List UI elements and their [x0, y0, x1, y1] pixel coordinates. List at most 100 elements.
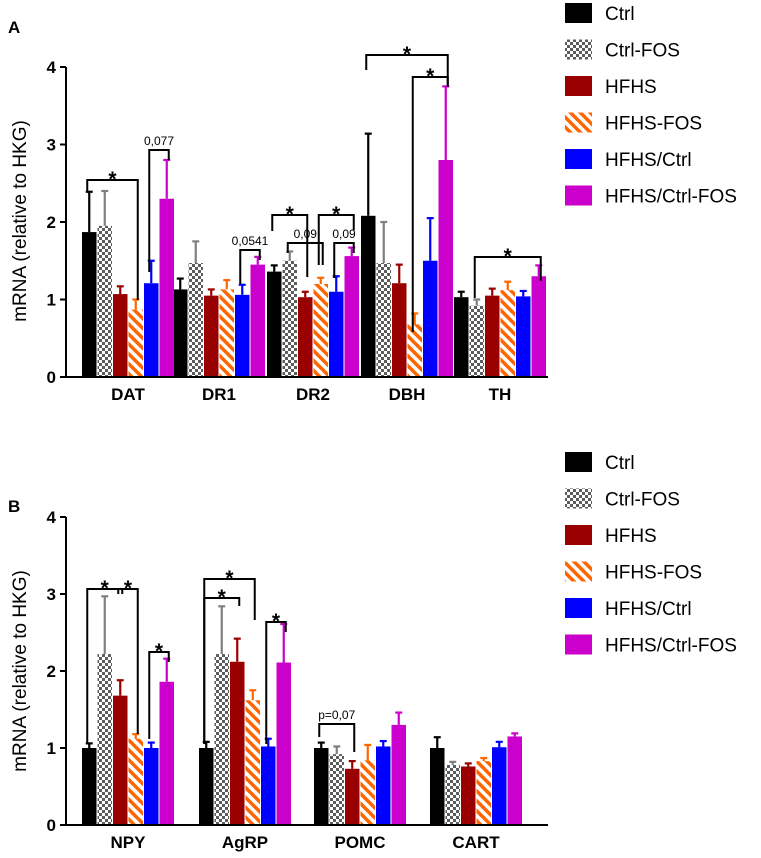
bar-hfhs-ctrl-cart	[492, 747, 507, 825]
legend-entry-ctrl-fos: Ctrl-FOS	[605, 490, 680, 511]
bar-hfhs-fos-th	[500, 290, 515, 377]
significance-bracket	[473, 256, 542, 298]
legend-swatch-ctrl-fos	[565, 488, 592, 509]
significance-bracket	[148, 651, 170, 739]
y-tick-label: 2	[47, 213, 56, 232]
significance-annotations-b: * *****p=0,07	[86, 567, 356, 752]
significance-bracket	[86, 588, 124, 743]
y-tick-label: 1	[47, 739, 56, 758]
bar-hfhs-ctrl-dr2	[329, 291, 344, 377]
bar-ctrl-dr1	[173, 289, 188, 377]
legend-entry-hfhs-ctrl: HFHS/Ctrl	[605, 150, 692, 171]
legend-swatch-hfhs-fos	[565, 561, 592, 582]
legend-entry-hfhs-fos: HFHS-FOS	[605, 563, 702, 584]
legend-entry-ctrl-fos: Ctrl-FOS	[605, 41, 680, 62]
x-axis-a: DAT DR1 DR2 DBH TH	[66, 376, 548, 404]
x-category-label: NPY	[111, 833, 147, 852]
p-value-label: 0,09	[332, 227, 356, 241]
significance-star: *	[155, 640, 164, 663]
significance-bracket	[239, 249, 261, 284]
bar-hfhs-dr2	[298, 297, 313, 377]
bar-ctrl-agrp	[199, 748, 214, 825]
bar-hfhs-agrp	[230, 661, 245, 825]
legend-entry-hfhs-fos: HFHS-FOS	[605, 114, 702, 135]
legend-entry-ctrl: Ctrl	[605, 4, 635, 25]
legend-swatch-hfhs-ctrl	[565, 149, 592, 169]
y-tick-label: 4	[47, 58, 57, 77]
bar-hfhs-ctrl-dat	[144, 283, 159, 377]
legend-entry-ctrl: Ctrl	[605, 453, 635, 474]
y-tick-label: 2	[47, 662, 56, 681]
significance-star: *	[225, 567, 234, 590]
legend-swatch-hfhs-ctrl	[565, 598, 592, 618]
bar-hfhs-ctrl-dbh	[423, 260, 438, 377]
y-tick-label: 4	[47, 508, 57, 527]
p-value-label: p=0,07	[318, 708, 355, 722]
bar-hfhs-fos-npy	[128, 738, 143, 825]
significance-bracket	[317, 214, 355, 265]
legend-entry-hfhs: HFHS	[605, 77, 657, 98]
legend-swatch-hfhs-fos	[565, 112, 592, 133]
p-value-label: 0,09	[294, 227, 318, 241]
bar-hfhs-ctrl-fos-agrp	[276, 662, 291, 825]
bar-hfhs-ctrl-fos-dr1	[250, 264, 265, 377]
x-axis-b: NPY AgRP POMC CART	[66, 824, 548, 852]
p-value-label: 0,077	[144, 134, 174, 148]
bar-ctrl-dbh	[361, 215, 376, 377]
bar-ctrl-dr2	[267, 271, 282, 377]
significance-bracket	[265, 621, 287, 744]
significance-star: *	[124, 577, 133, 600]
legend-swatch-hfhs	[565, 525, 592, 545]
bar-hfhs-ctrl-fos-dbh	[438, 160, 453, 377]
x-category-label: DR1	[202, 385, 236, 404]
legend-swatch-ctrl-fos	[565, 39, 592, 60]
significance-star: *	[332, 203, 341, 226]
y-axis-label-b: mRNA (relative to HKG)	[10, 570, 31, 772]
bar-hfhs-fos-pomc	[360, 760, 375, 825]
bar-ctrl-fos-cart	[445, 764, 460, 825]
significance-star: *	[272, 610, 281, 633]
significance-star: *	[108, 168, 117, 191]
significance-bracket	[365, 54, 449, 85]
legend-swatch-hfhs-ctrl-fos	[565, 634, 592, 655]
bar-ctrl-npy	[82, 748, 97, 825]
significance-star: *	[403, 43, 412, 66]
significance-bracket	[203, 597, 241, 744]
significance-bracket	[86, 179, 139, 300]
bar-hfhs-fos-agrp	[245, 700, 260, 825]
bar-hfhs-fos-dr2	[313, 284, 328, 377]
bar-hfhs-dr1	[204, 295, 219, 377]
significance-star: *	[218, 586, 227, 609]
y-tick-label: 3	[47, 585, 56, 604]
bar-hfhs-ctrl-fos-cart	[507, 736, 522, 825]
bar-hfhs-fos-dat	[128, 309, 143, 377]
bar-hfhs-ctrl-agrp	[261, 746, 276, 825]
legend-entry-hfhs-ctrl: HFHS/Ctrl	[605, 599, 692, 620]
legend-b: Ctrl Ctrl-FOS HFHS HFHS-FOS HFHS/Ctrl HFHS/Ct…	[565, 452, 737, 657]
bar-hfhs-th	[485, 295, 500, 377]
significance-bracket	[333, 242, 355, 278]
bar-ctrl-fos-pomc	[329, 754, 344, 825]
legend-swatch-hfhs-ctrl-fos	[565, 185, 592, 206]
legend-entry-hfhs: HFHS	[605, 526, 657, 547]
bar-ctrl-th	[454, 297, 469, 377]
legend-entry-hfhs-ctrl-fos: HFHS/Ctrl-FOS	[605, 187, 737, 208]
bar-ctrl-fos-agrp	[214, 654, 229, 825]
bar-ctrl-cart	[430, 748, 445, 825]
bar-hfhs-ctrl-pomc	[376, 746, 391, 825]
significance-star: *	[504, 245, 513, 268]
bar-ctrl-pomc	[314, 748, 329, 825]
significance-bracket	[271, 214, 309, 277]
bar-hfhs-ctrl-fos-npy	[159, 681, 174, 825]
bar-hfhs-ctrl-th	[516, 296, 531, 377]
bar-hfhs-ctrl-fos-pomc	[391, 724, 406, 825]
panel-letter-b: B	[8, 497, 20, 516]
bar-hfhs-ctrl-fos-dr2	[344, 256, 359, 377]
significance-bracket	[286, 242, 324, 265]
bars-b	[82, 595, 522, 825]
significance-bracket	[411, 76, 449, 332]
significance-bracket	[117, 588, 139, 734]
y-axis-a: 0 1 2 3 4	[47, 58, 67, 387]
